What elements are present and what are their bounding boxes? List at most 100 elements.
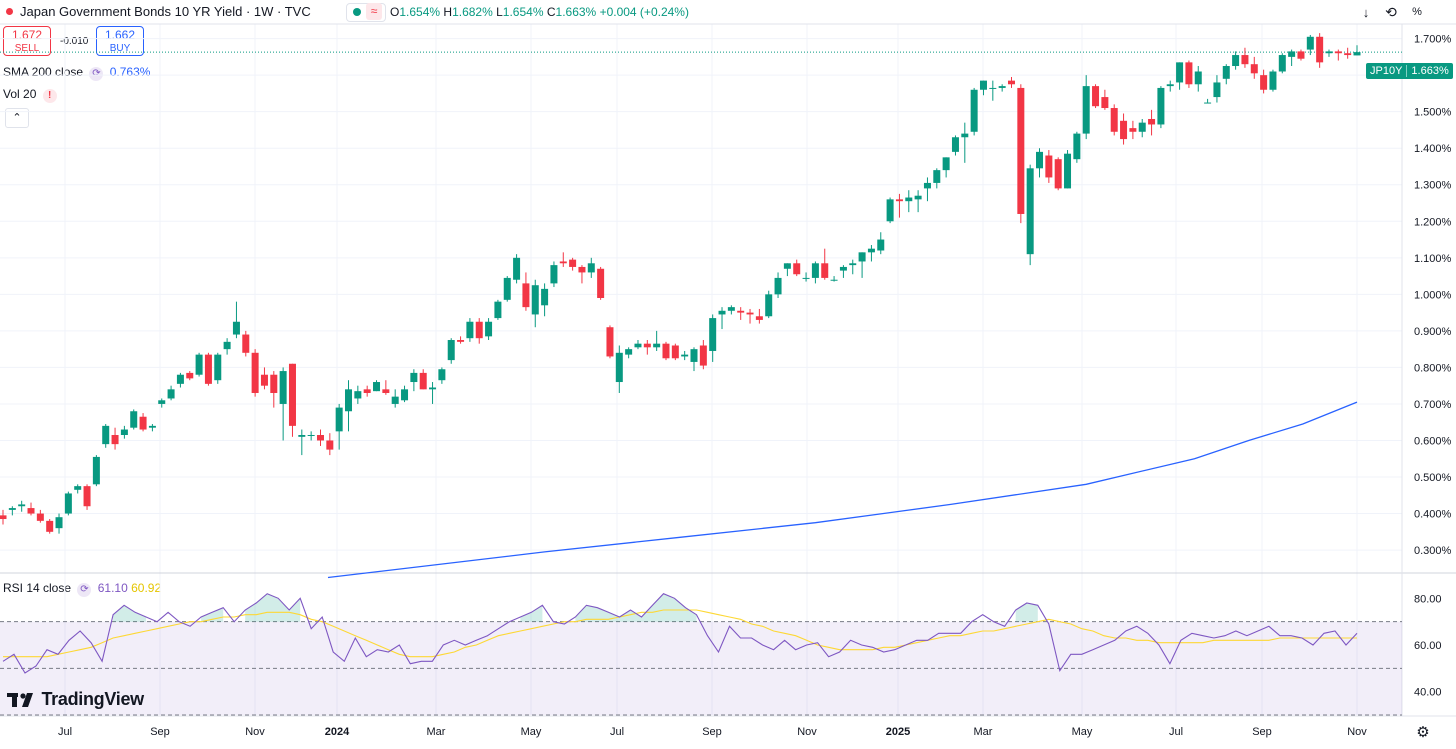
candle xyxy=(1194,66,1202,92)
candle xyxy=(27,502,35,516)
candle-body xyxy=(494,301,502,319)
candle xyxy=(176,372,184,388)
time-tick-label: Nov xyxy=(797,726,817,738)
candle-body xyxy=(363,389,371,393)
time-tick-label: Sep xyxy=(150,726,170,738)
candle-body xyxy=(961,133,969,138)
candle-body xyxy=(830,279,838,281)
candle xyxy=(1241,47,1249,68)
candle-body xyxy=(345,389,353,412)
candle-body xyxy=(727,307,735,311)
candle xyxy=(811,261,819,284)
candle xyxy=(391,389,399,408)
sell-button[interactable]: 1.672 SELL xyxy=(3,26,51,56)
candle xyxy=(1334,49,1342,61)
candle xyxy=(195,352,203,377)
open-label: O xyxy=(390,5,400,19)
candle-body xyxy=(671,345,679,359)
candle-body xyxy=(83,486,91,507)
price-tick-label: 0.700% xyxy=(1414,399,1452,411)
rsi-legend[interactable]: RSI 14 close ⟳ 61.10 60.92 xyxy=(3,581,161,597)
candle-body xyxy=(223,341,231,350)
symbol-title[interactable]: Japan Government Bonds 10 YR Yield · 1W … xyxy=(20,4,311,19)
candle-body xyxy=(214,354,222,381)
candle-body xyxy=(475,321,483,339)
candle-body xyxy=(1082,86,1090,134)
realtime-badge[interactable]: ≈ xyxy=(346,3,386,22)
tradingview-logo[interactable]: TradingView xyxy=(7,689,144,711)
candle-body xyxy=(895,199,903,202)
candle-body xyxy=(1278,55,1286,72)
time-axis: Jul Sep Nov 2024 Mar May Jul Sep Nov 2025 Mar May Ju… xyxy=(58,726,1367,738)
candle xyxy=(242,330,250,357)
candle-body xyxy=(74,486,82,490)
candle xyxy=(1278,53,1286,74)
candle-body xyxy=(1344,53,1352,56)
candle xyxy=(559,252,567,267)
warning-icon[interactable]: ! xyxy=(42,89,57,103)
rsi-label: RSI 14 close xyxy=(3,581,72,595)
candle-body xyxy=(382,389,390,393)
candle xyxy=(821,248,829,280)
candle xyxy=(345,380,353,432)
refresh-icon[interactable]: ⟲ xyxy=(1385,3,1397,20)
rsi-tick-label: 40.00 xyxy=(1414,687,1442,699)
candle-body xyxy=(643,343,651,348)
candle-body xyxy=(559,261,567,264)
candle-body xyxy=(1185,62,1193,85)
candle xyxy=(373,380,381,392)
candle xyxy=(597,266,605,300)
candle-body xyxy=(765,294,773,317)
candle xyxy=(36,509,44,523)
arrow-down-icon[interactable]: ↓ xyxy=(1362,4,1370,20)
volume-legend[interactable]: Vol 20 ! xyxy=(3,87,57,103)
candle xyxy=(1064,150,1072,189)
candle-body xyxy=(1026,168,1034,255)
candle-body xyxy=(709,318,717,351)
candle xyxy=(232,301,240,339)
candle xyxy=(260,367,268,390)
rsi-band xyxy=(0,621,1402,716)
candle-body xyxy=(447,340,455,361)
candle-body xyxy=(625,349,633,355)
candle-body xyxy=(1176,62,1184,83)
candle xyxy=(438,367,446,384)
candle-body xyxy=(148,425,156,428)
candle xyxy=(587,257,595,278)
high-label: H xyxy=(443,5,453,19)
candle xyxy=(1325,49,1333,57)
candle-body xyxy=(242,334,250,353)
candle-body xyxy=(1017,87,1025,214)
price-tick-label: 1.000% xyxy=(1414,289,1452,301)
time-tick-label: May xyxy=(1072,726,1093,738)
candle-body xyxy=(316,435,324,441)
candle-body xyxy=(8,508,16,510)
percent-scale-button[interactable]: % xyxy=(1412,6,1422,18)
candle-body xyxy=(793,263,801,275)
candle-body xyxy=(541,288,549,306)
candle xyxy=(279,367,287,441)
candle-body xyxy=(858,252,866,262)
candle-body xyxy=(457,340,465,342)
candle xyxy=(1036,148,1044,178)
candle-body xyxy=(1306,36,1314,50)
candle-body xyxy=(503,277,511,300)
candle xyxy=(541,283,549,317)
candle xyxy=(849,259,857,275)
candle-body xyxy=(849,263,857,266)
candle-body xyxy=(1194,71,1202,85)
rsi-settings-icon[interactable]: ⟳ xyxy=(77,583,92,597)
rsi-overbought-fill xyxy=(113,605,147,622)
candle xyxy=(270,371,278,408)
settings-gear-icon[interactable]: ⚙ xyxy=(1416,724,1430,741)
candle-body xyxy=(1073,133,1081,160)
candle xyxy=(1073,131,1081,163)
candle xyxy=(1007,76,1015,88)
collapse-legend-button[interactable]: ⌃ xyxy=(5,108,29,128)
candle xyxy=(18,500,26,512)
price-tick-label: 1.500% xyxy=(1414,107,1452,119)
sma-settings-icon[interactable]: ⟳ xyxy=(89,67,104,81)
candle xyxy=(74,484,82,494)
candle xyxy=(1129,120,1137,140)
